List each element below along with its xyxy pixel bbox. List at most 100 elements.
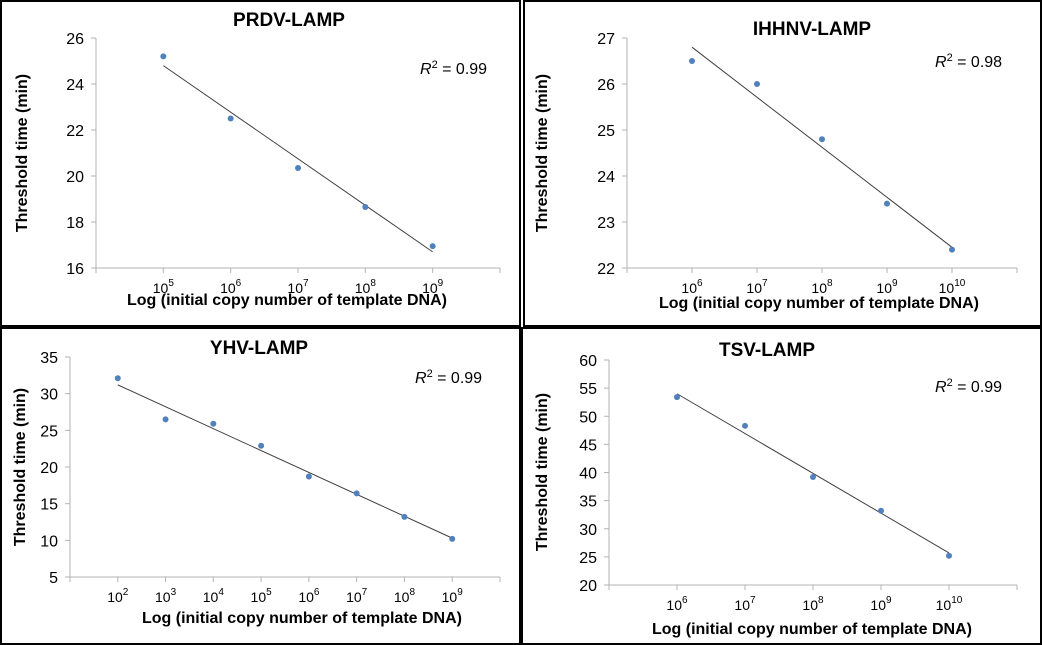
y-axis-label: Threshold time (min) — [534, 74, 551, 232]
data-point — [401, 513, 408, 520]
x-axis-label: Log (initial copy number of template DNA… — [127, 292, 447, 309]
data-point — [210, 420, 217, 427]
x-tick-label: 109 — [422, 278, 444, 296]
y-tick-label: 20 — [66, 169, 84, 186]
x-tick-label: 107 — [287, 278, 309, 296]
x-tick-label: 102 — [107, 587, 129, 605]
data-point — [362, 204, 369, 211]
trendline — [117, 384, 453, 539]
data-point — [884, 200, 890, 207]
y-tick-label: 15 — [40, 497, 58, 514]
panel-border — [521, 327, 1042, 645]
data-point — [305, 473, 312, 480]
data-point — [810, 474, 816, 480]
x-tick-label: 108 — [811, 278, 833, 296]
x-tick-label: 104 — [203, 587, 225, 605]
y-tick-label: 50 — [579, 409, 597, 426]
data-point — [227, 115, 234, 122]
y-tick-label: 27 — [597, 31, 615, 48]
trendline — [676, 393, 950, 554]
data-point — [449, 535, 456, 542]
y-tick-label: 35 — [579, 494, 597, 511]
data-point — [353, 490, 360, 497]
y-tick-label: 24 — [597, 169, 615, 186]
data-point — [689, 58, 695, 64]
y-tick-label: 24 — [66, 77, 84, 94]
x-axis-label: Log (initial copy number of template DNA… — [652, 621, 972, 638]
panel-border — [0, 327, 521, 645]
x-tick-label: 106 — [220, 278, 242, 296]
chart-panel: PRDV-LAMP 16 18 20 22 24 26 105 106 107 108 109Log … — [0, 0, 521, 327]
x-tick-label: 107 — [346, 587, 368, 605]
x-tick-label: 109 — [870, 595, 892, 613]
x-tick-label: 105 — [251, 587, 273, 605]
chart-panel: YHV-LAMP 5 10 15 20 25 30 35 102 103 104 105 106 107 1… — [0, 327, 521, 645]
y-tick-label: 35 — [40, 350, 58, 367]
r-squared-label: R2 = 0.98 — [935, 52, 1002, 71]
y-tick-label: 25 — [579, 550, 597, 567]
x-tick-label: 109 — [876, 278, 898, 296]
y-tick-label: 10 — [40, 533, 58, 550]
data-point — [754, 81, 760, 87]
data-point — [878, 507, 884, 514]
x-tick-label: 106 — [681, 278, 703, 296]
chart-title: IHHNV-LAMP — [753, 19, 872, 40]
y-tick-label: 60 — [579, 353, 597, 370]
y-tick-label: 20 — [579, 578, 597, 595]
data-point — [819, 136, 825, 143]
y-axis-label: Threshold time (min) — [534, 393, 551, 551]
y-tick-label: 55 — [579, 381, 597, 398]
y-tick-label: 45 — [579, 437, 597, 454]
data-point — [949, 246, 955, 253]
x-tick-label: 107 — [746, 278, 768, 296]
x-tick-label: 1010 — [939, 278, 966, 296]
y-tick-label: 18 — [66, 215, 84, 232]
x-tick-label: 108 — [355, 278, 377, 296]
chart-title: YHV-LAMP — [210, 338, 309, 359]
y-tick-label: 25 — [597, 123, 615, 140]
y-tick-label: 26 — [597, 77, 615, 94]
data-point — [114, 375, 121, 382]
data-point — [429, 243, 436, 250]
data-point — [258, 442, 265, 449]
x-tick-label: 1010 — [936, 595, 963, 613]
y-tick-label: 22 — [66, 123, 84, 140]
y-tick-label: 16 — [66, 261, 84, 278]
x-tick-label: 108 — [394, 587, 416, 605]
r-squared-label: R2 = 0.99 — [415, 368, 482, 387]
panel-border — [523, 0, 1042, 327]
chart-title: TSV-LAMP — [719, 340, 815, 361]
y-tick-label: 23 — [597, 215, 615, 232]
chart-panel: IHHNV-LAMP 22 23 24 25 26 27 106 107 108 109 1010Lo… — [523, 0, 1042, 327]
trendline — [163, 65, 433, 253]
x-axis-label: Log (initial copy number of template DNA… — [659, 295, 979, 312]
y-tick-label: 22 — [597, 261, 615, 278]
r-squared-label: R2 = 0.99 — [935, 377, 1002, 396]
x-axis-label: Log (initial copy number of template DNA… — [142, 610, 462, 627]
y-tick-label: 30 — [40, 387, 58, 404]
y-axis-label: Threshold time (min) — [12, 388, 29, 546]
data-point — [674, 394, 680, 401]
chart-panel: TSV-LAMP 20 25 30 35 40 45 50 55 60 106 107 108 109 10… — [521, 327, 1042, 645]
y-tick-label: 30 — [579, 522, 597, 539]
y-tick-label: 25 — [40, 423, 58, 440]
x-tick-label: 109 — [442, 587, 464, 605]
y-axis-label: Threshold time (min) — [14, 74, 31, 232]
y-tick-label: 26 — [66, 31, 84, 48]
r-squared-label: R2 = 0.99 — [420, 59, 487, 78]
x-tick-label: 106 — [298, 587, 320, 605]
data-point — [742, 422, 748, 429]
y-tick-label: 20 — [40, 460, 58, 477]
chart-title: PRDV-LAMP — [233, 10, 345, 31]
data-point — [160, 53, 167, 60]
trendline — [691, 46, 953, 248]
data-point — [946, 552, 952, 559]
data-point — [295, 164, 301, 171]
x-tick-label: 106 — [666, 595, 688, 613]
y-tick-label: 5 — [49, 570, 58, 587]
panel-border — [0, 0, 521, 327]
x-tick-label: 105 — [153, 278, 175, 296]
x-tick-label: 103 — [155, 587, 177, 605]
x-tick-label: 107 — [734, 595, 756, 613]
